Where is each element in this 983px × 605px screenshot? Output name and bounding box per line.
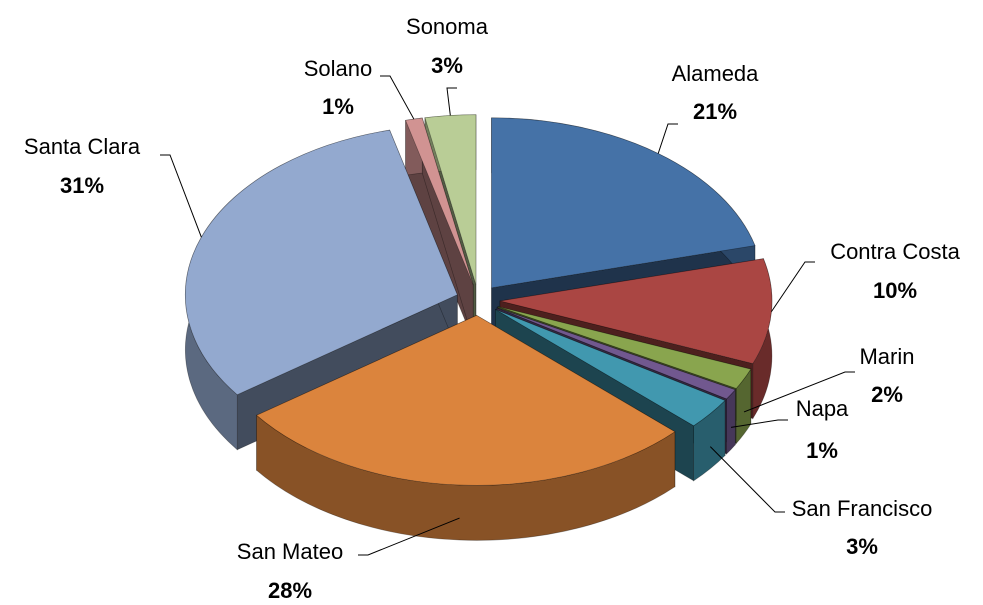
slice bbox=[424, 114, 477, 285]
value-label: 10% bbox=[873, 278, 917, 303]
value-label: 21% bbox=[693, 99, 737, 124]
category-label: San Francisco bbox=[792, 496, 933, 521]
leader-line bbox=[730, 419, 788, 428]
slice bbox=[405, 117, 474, 286]
value-label: 28% bbox=[268, 578, 312, 603]
category-label: Sonoma bbox=[406, 14, 489, 39]
category-label: Solano bbox=[304, 56, 373, 81]
category-label: Napa bbox=[796, 396, 849, 421]
category-label: Contra Costa bbox=[830, 239, 960, 264]
leader-line bbox=[446, 87, 457, 116]
slice-outer-wall bbox=[726, 388, 736, 455]
leader-line bbox=[358, 517, 460, 556]
value-label: 31% bbox=[60, 173, 104, 198]
value-label: 1% bbox=[322, 94, 354, 119]
leader-line bbox=[709, 446, 785, 513]
leader-line bbox=[771, 261, 815, 312]
slice bbox=[496, 307, 736, 400]
slice bbox=[185, 129, 458, 396]
slice bbox=[255, 314, 676, 486]
leader-line bbox=[160, 154, 202, 238]
category-label: Alameda bbox=[672, 61, 760, 86]
slice bbox=[499, 258, 773, 364]
value-label: 3% bbox=[846, 534, 878, 559]
category-label: San Mateo bbox=[237, 539, 343, 564]
leader-line bbox=[380, 75, 415, 120]
slice bbox=[495, 309, 726, 427]
category-label: Santa Clara bbox=[24, 134, 141, 159]
slice bbox=[497, 306, 752, 389]
category-label: Marin bbox=[859, 344, 914, 369]
leader-line bbox=[743, 371, 855, 413]
pie-tops bbox=[185, 114, 773, 486]
value-label: 2% bbox=[871, 382, 903, 407]
value-label: 3% bbox=[431, 53, 463, 78]
leader-line bbox=[657, 123, 678, 154]
slice bbox=[491, 117, 756, 289]
value-label: 1% bbox=[806, 438, 838, 463]
